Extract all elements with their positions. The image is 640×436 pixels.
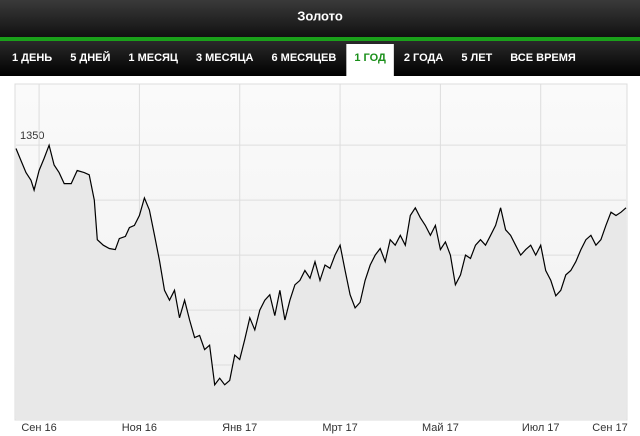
tab-label[interactable]: ВСЕ ВРЕМЯ — [510, 52, 576, 64]
tab-label[interactable]: 1 МЕСЯЦ — [128, 52, 178, 64]
x-tick-label: Сен 17 — [592, 422, 627, 434]
tab-label[interactable]: 5 ЛЕТ — [461, 52, 492, 64]
tab-label[interactable]: 2 ГОДА — [404, 52, 444, 64]
line — [15, 143, 627, 387]
x-tick-label: Янв 17 — [222, 422, 257, 434]
area — [16, 145, 626, 420]
tab-label[interactable]: 3 МЕСЯЦА — [196, 52, 254, 64]
tab-label[interactable]: 1 ДЕНЬ — [12, 52, 52, 64]
header-accent — [0, 37, 640, 41]
tab-label[interactable]: 6 МЕСЯЦЕВ — [271, 52, 336, 64]
y-tick-label: 1350 — [20, 130, 44, 142]
x-tick-label: Сен 16 — [21, 422, 56, 434]
x-tick-label: Май 17 — [422, 422, 459, 434]
active-tab[interactable] — [346, 44, 394, 76]
header — [0, 0, 640, 37]
tab-bar — [0, 41, 640, 76]
tab-label[interactable]: 1 ГОД — [354, 52, 386, 64]
tab-label[interactable]: 5 ДНЕЙ — [70, 51, 110, 64]
x-tick-label: Ноя 16 — [122, 422, 157, 434]
chart-title: Золото — [297, 8, 343, 23]
x-tick-label: Июл 17 — [522, 422, 560, 434]
x-tick-label: Мрт 17 — [322, 422, 357, 434]
